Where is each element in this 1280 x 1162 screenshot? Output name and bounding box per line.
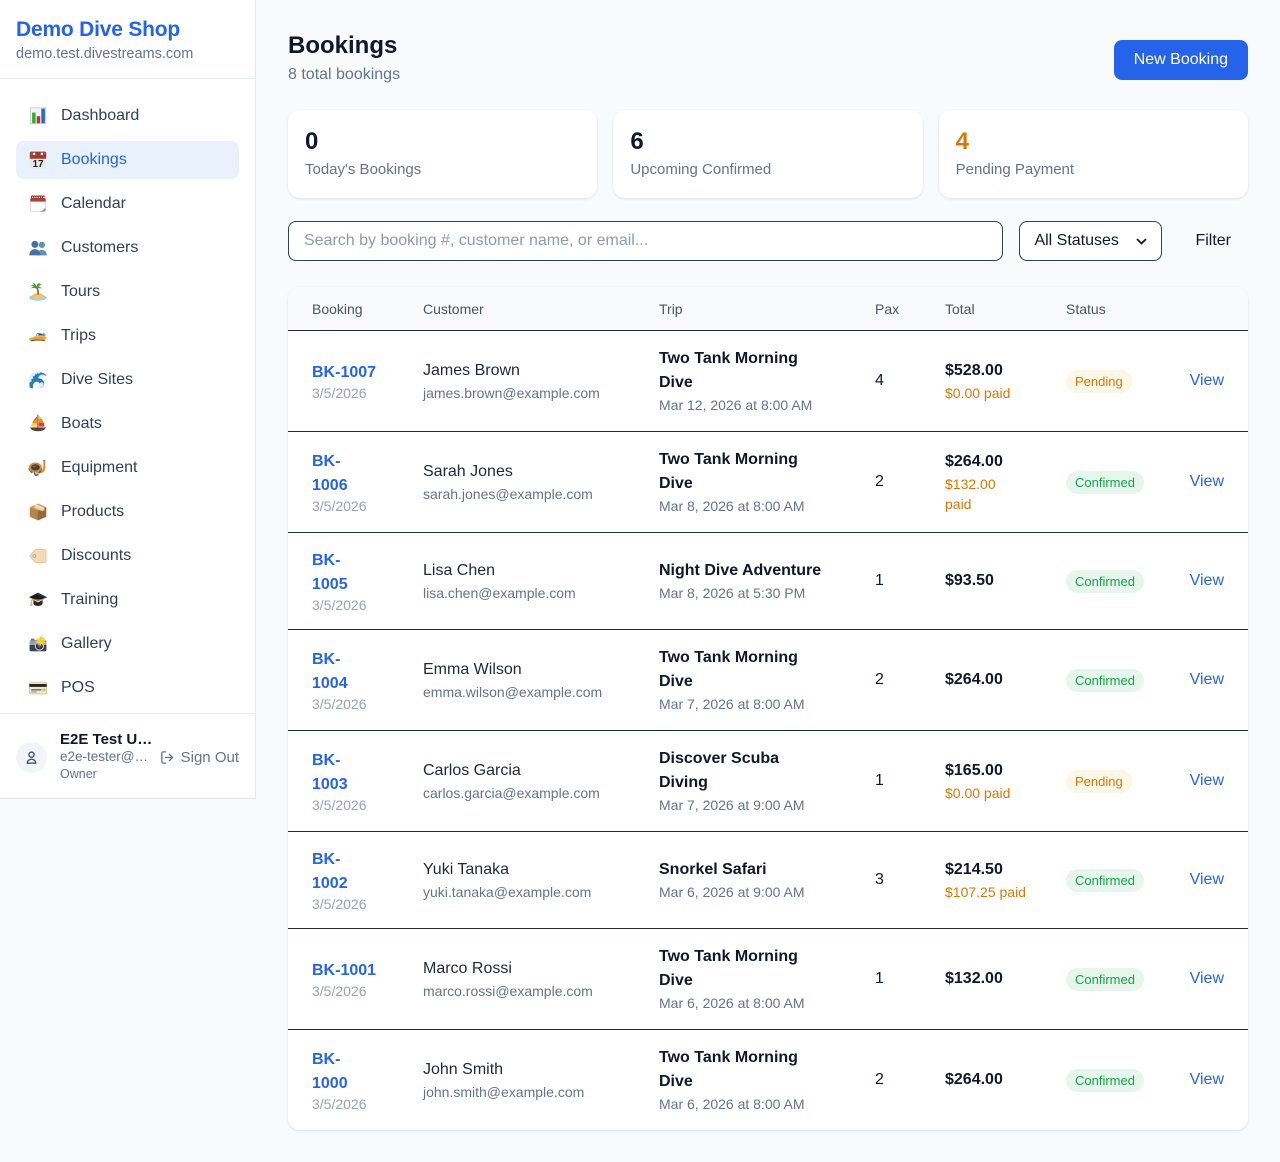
svg-text:17: 17 xyxy=(32,159,44,170)
